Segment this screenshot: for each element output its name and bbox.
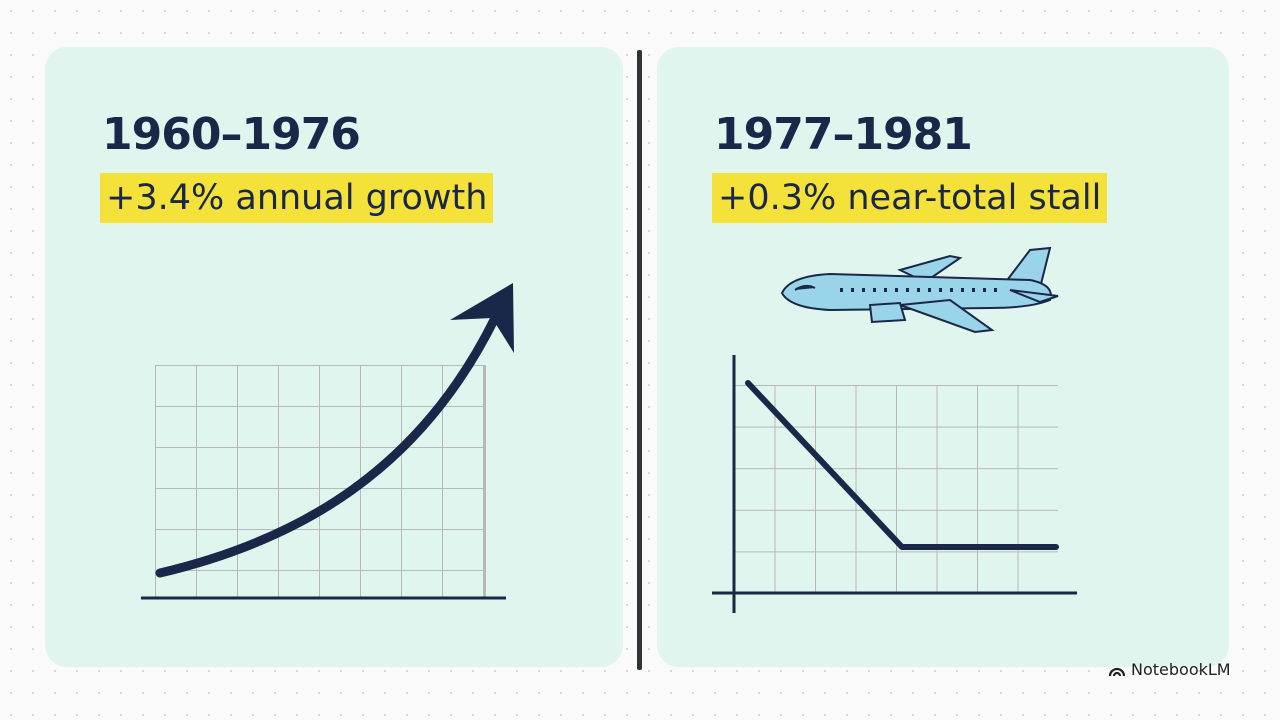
watermark-icon (1108, 667, 1126, 676)
panel-title: 1960–1976 (102, 109, 361, 160)
panel-subtitle: +0.3% near-total stall (712, 173, 1108, 223)
growth-sketch (141, 283, 514, 600)
panel-subtitle: +3.4% annual growth (100, 173, 494, 223)
watermark-text: NotebookLM (1131, 660, 1231, 679)
divider (637, 50, 642, 670)
panel-title: 1977–1981 (714, 109, 973, 160)
watermark: NotebookLM (1108, 660, 1231, 679)
airplane-icon (780, 246, 1059, 334)
stall-sketch (712, 355, 1077, 613)
